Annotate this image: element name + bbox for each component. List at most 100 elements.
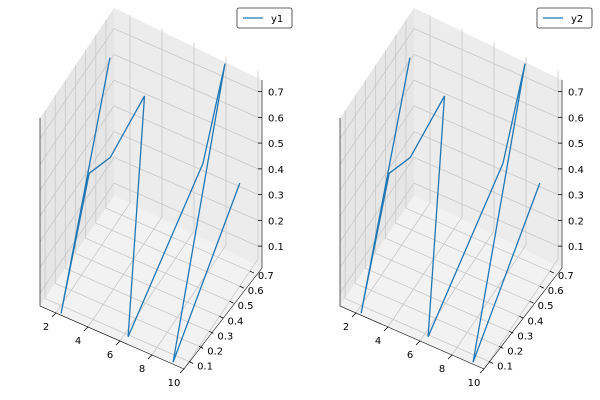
y-axis-line <box>183 267 263 370</box>
z-tick-label: 0.7 <box>268 88 284 99</box>
chart-panel-right: 2 4 6 8 10 0.1 0.2 0.3 0.4 0.5 0.6 0.7 0.1 0.2 0.3 0.4 0… <box>339 7 593 389</box>
x-tick-mark <box>179 368 185 374</box>
chart-panel-left: 2 4 6 8 10 0.1 0.2 0.3 0.4 0.5 0.6 0.7 0.1 0.2 0.3 0.4 0… <box>39 7 293 389</box>
grid-line-z <box>339 53 559 165</box>
grid-line-y <box>85 50 230 302</box>
y-tick-label: 0.6 <box>248 286 264 297</box>
y-tick-label: 0.2 <box>507 346 523 357</box>
y-tick-label: 0.5 <box>238 301 254 312</box>
grid-line-x <box>151 57 227 356</box>
grid-line-y <box>364 80 510 332</box>
y-tick-mark <box>488 361 494 364</box>
y-tick-label: 0.1 <box>197 361 213 372</box>
grid-lines <box>339 15 559 370</box>
grid-line-z <box>339 131 559 242</box>
x-tick-label: 10 <box>168 378 181 389</box>
y-tick-label: 0.4 <box>527 316 543 327</box>
y-axis-line <box>483 267 563 370</box>
y-tick-mark <box>529 300 534 304</box>
y-tick-mark <box>219 315 224 319</box>
x-tick-mark <box>351 312 357 318</box>
x-tick-label: 6 <box>407 350 413 361</box>
x-tick-mark <box>147 354 153 360</box>
grid-line-y <box>405 20 551 272</box>
grid-line-y <box>395 35 540 287</box>
grid-line-z <box>339 79 559 191</box>
grid-line-y <box>354 95 500 347</box>
x-tick-label: 4 <box>75 336 81 347</box>
grid-line-y <box>54 95 200 347</box>
y-tick-mark <box>549 270 555 274</box>
grid-line-x <box>451 57 527 356</box>
z-tick-label: 0.4 <box>268 165 284 176</box>
y-tick-label: 0.3 <box>517 331 533 342</box>
x-tick-mark <box>447 354 453 360</box>
z-tick-label: 0.1 <box>568 242 584 253</box>
grid-line-x <box>183 71 259 370</box>
grid-line-x <box>119 43 195 342</box>
legend-label: y1 <box>271 14 283 25</box>
grid-line-z <box>339 182 559 294</box>
grid-line-z <box>339 156 559 268</box>
grid-line-z <box>39 182 259 294</box>
grid-line-x <box>419 43 495 342</box>
y-tick-mark <box>199 346 204 349</box>
y-tick-label: 0.3 <box>217 331 233 342</box>
x-tick-label: 4 <box>375 336 381 347</box>
x-tick-label: 6 <box>107 350 113 361</box>
grid-line-x <box>55 15 131 314</box>
grid-line-x <box>483 71 559 370</box>
grid-line-y <box>64 80 210 332</box>
grid-line-z <box>39 156 259 268</box>
legend: y1 <box>236 7 293 29</box>
x-axis-line <box>39 118 185 370</box>
y-tick-mark <box>519 315 524 319</box>
legend: y2 <box>536 7 593 29</box>
x-tick-label: 8 <box>439 364 445 375</box>
y-tick-mark <box>249 270 255 274</box>
series-line-y2 <box>360 57 541 363</box>
grid-line-y <box>105 20 251 272</box>
x-tick-mark <box>83 326 89 332</box>
x-tick-mark <box>415 340 421 346</box>
z-tick-label: 0.3 <box>268 191 284 202</box>
x-axis-line <box>339 118 485 370</box>
grid-line-z <box>39 131 259 242</box>
y-tick-label: 0.7 <box>558 271 574 282</box>
z-tick-label: 0.1 <box>268 242 284 253</box>
grid-line-y <box>75 65 220 317</box>
series-line-y1 <box>60 57 241 363</box>
x-tick-mark <box>479 368 485 374</box>
z-tick-label: 0.6 <box>568 113 584 124</box>
y-tick-mark <box>239 285 244 289</box>
y-tick-label: 0.4 <box>227 316 243 327</box>
grid-line-x <box>355 15 431 314</box>
x-tick-label: 10 <box>468 378 481 389</box>
legend-box <box>536 7 593 29</box>
x-tick-mark <box>383 326 389 332</box>
grid-line-y <box>95 35 240 287</box>
grid-line-z <box>339 28 559 139</box>
z-tick-label: 0.2 <box>268 216 284 227</box>
z-tick-label: 0.5 <box>568 139 584 150</box>
y-tick-mark <box>188 361 194 364</box>
z-tick-label: 0.5 <box>268 139 284 150</box>
y-tick-mark <box>209 330 214 334</box>
x-tick-mark <box>115 340 121 346</box>
y-tick-label: 0.6 <box>548 286 564 297</box>
y-tick-label: 0.7 <box>258 271 274 282</box>
z-tick-label: 0.2 <box>568 216 584 227</box>
grid-line-y <box>344 110 490 362</box>
grid-line-y <box>385 50 530 302</box>
x-tick-label: 2 <box>43 322 49 333</box>
y-tick-label: 0.5 <box>538 301 554 312</box>
x-tick-mark <box>51 312 57 318</box>
legend-box <box>236 7 293 29</box>
x-tick-label: 8 <box>139 364 145 375</box>
y-tick-mark <box>509 330 514 334</box>
z-tick-label: 0.4 <box>568 165 584 176</box>
legend-label: y2 <box>571 14 583 25</box>
grid-line-z <box>39 28 259 139</box>
grid-line-z <box>39 53 259 165</box>
